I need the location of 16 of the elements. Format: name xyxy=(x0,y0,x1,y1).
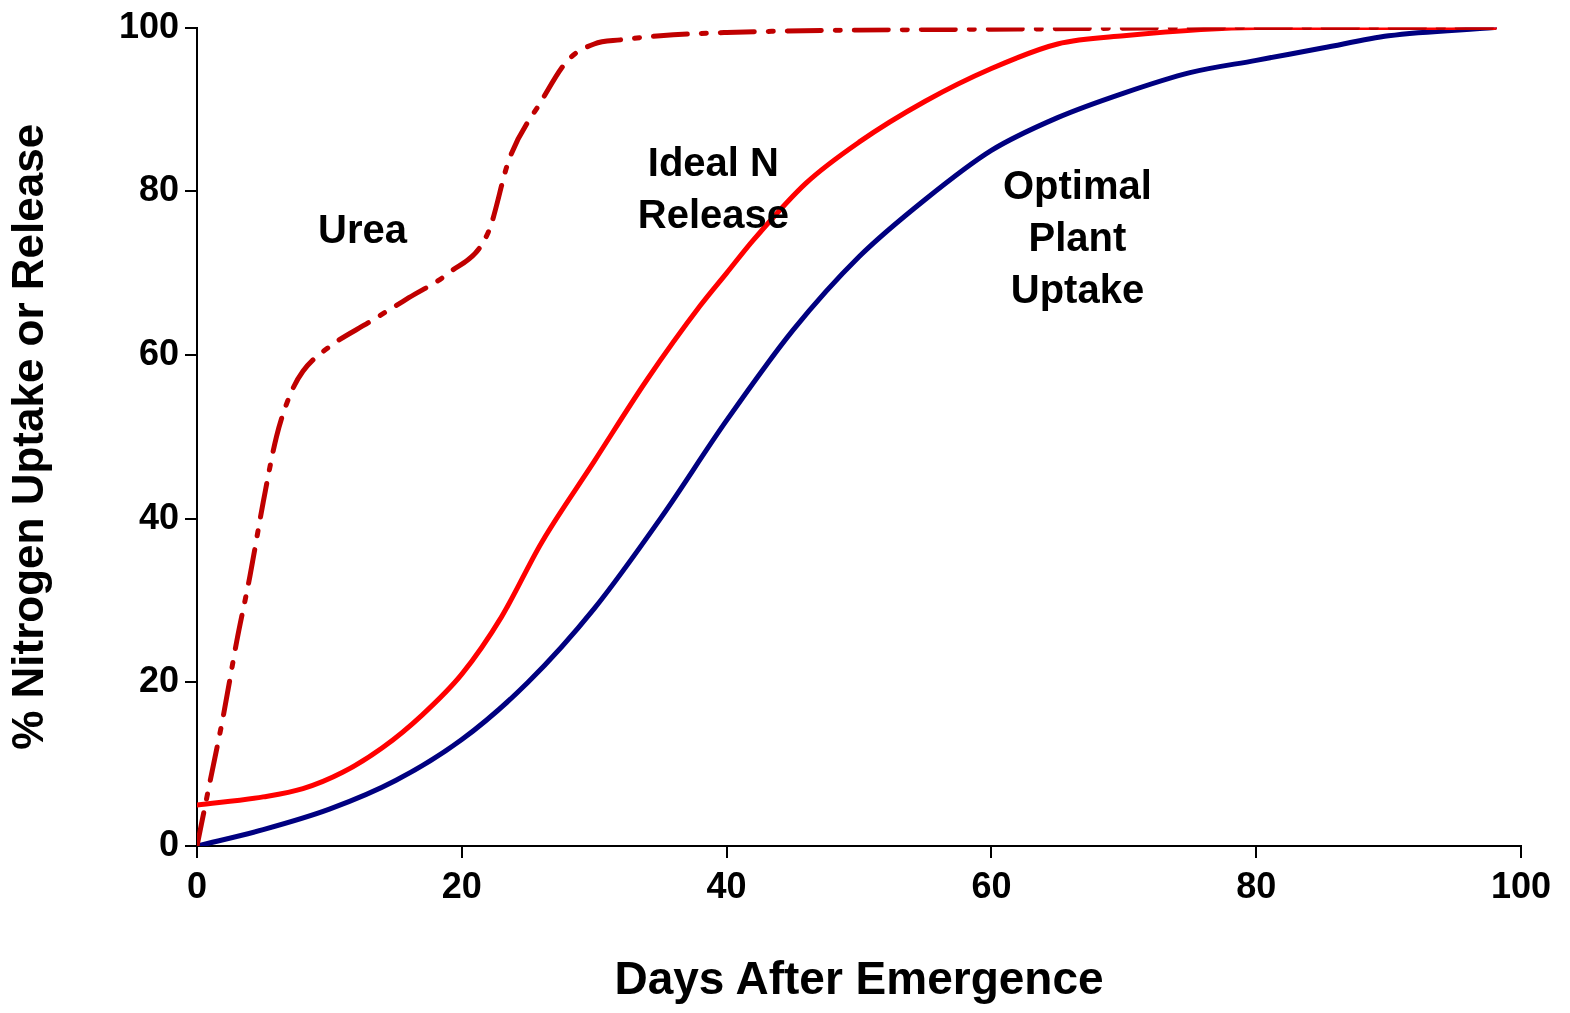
series-label: Urea xyxy=(318,207,408,252)
x-tick-label: 60 xyxy=(971,864,1012,906)
y-tick-label: 0 xyxy=(158,822,179,864)
y-tick-label: 40 xyxy=(138,495,179,537)
y-tick-label: 20 xyxy=(138,659,179,701)
y-tick-label: 100 xyxy=(118,4,179,46)
y-tick-label: 60 xyxy=(138,331,179,373)
series-label: Optimal Plant Uptake xyxy=(1003,163,1152,312)
x-tick-label: 100 xyxy=(1490,864,1552,906)
y-tick-label: 80 xyxy=(138,168,179,210)
x-tick-label: 40 xyxy=(706,864,747,906)
x-tick-label: 80 xyxy=(1236,864,1277,906)
x-tick-label: 20 xyxy=(441,864,482,906)
y-axis-title: % Nitrogen Uptake or Release xyxy=(2,123,52,750)
x-tick-label: 0 xyxy=(186,864,208,906)
x-axis-title: Days After Emergence xyxy=(614,952,1104,1005)
